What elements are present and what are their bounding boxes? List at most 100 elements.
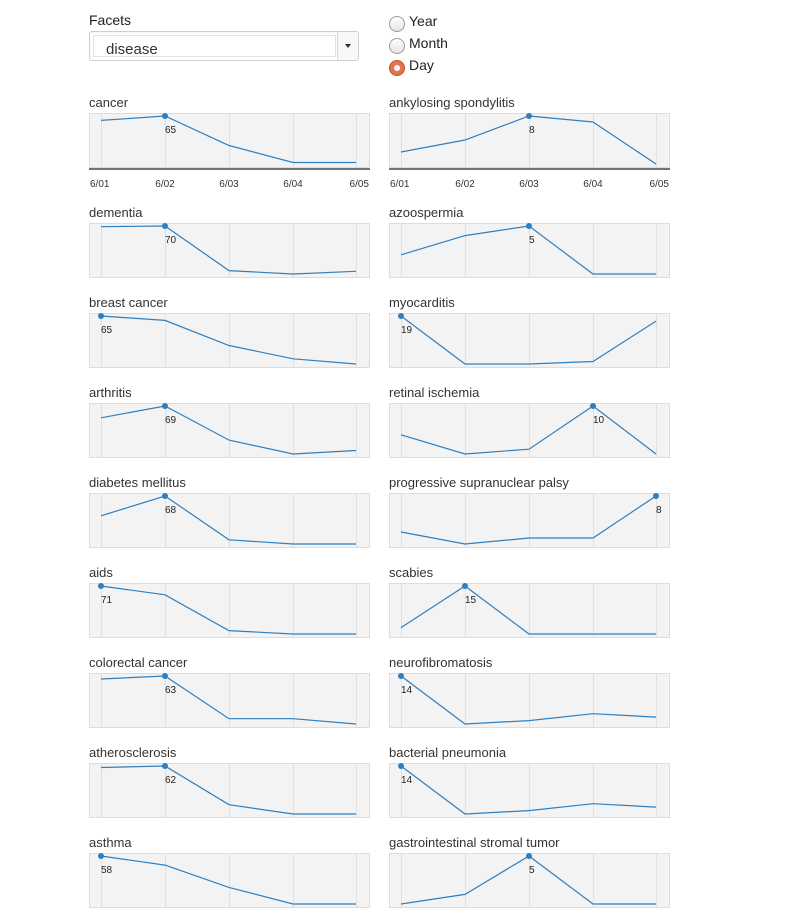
sparkline-chart: 71 — [89, 583, 370, 638]
peak-point — [162, 493, 168, 499]
sparkline-chart: 5 — [389, 223, 670, 278]
sparkline-chart: 65 6/01 6/02 6/03 6/04 6/05 — [89, 113, 370, 190]
radio-label: Month — [409, 35, 448, 51]
sparkline-panel: gastrointestinal stromal tumor 5 — [389, 835, 671, 911]
sparkline-panel: cancer 65 6/01 6/02 6/03 6/04 6/05 — [89, 95, 371, 195]
sparkline-panel: retinal ischemia 10 — [389, 385, 671, 461]
peak-point — [162, 223, 168, 229]
sparkline-chart: 65 — [89, 313, 370, 368]
sparkline-panel: dementia 70 — [89, 205, 371, 281]
series-line — [400, 405, 657, 455]
panel-title: cancer — [89, 95, 129, 110]
series-line — [400, 675, 657, 725]
peak-value-label: 69 — [165, 415, 177, 426]
x-tick-label: 6/03 — [519, 179, 539, 190]
x-tick-label: 6/05 — [350, 179, 370, 190]
series-line — [400, 765, 657, 815]
sparkline-chart: 8 6/01 6/02 6/03 6/04 6/05 — [389, 113, 670, 190]
panel-title: diabetes mellitus — [89, 475, 186, 490]
panel-title: myocarditis — [389, 295, 455, 310]
sparkline-chart: 19 — [389, 313, 670, 368]
panel-title: arthritis — [89, 385, 132, 400]
sparkline-chart: 63 — [89, 673, 370, 728]
peak-value-label: 5 — [529, 865, 535, 876]
peak-point — [398, 673, 404, 679]
panel-title: dementia — [89, 205, 143, 220]
panel-title: atherosclerosis — [89, 745, 177, 760]
x-tick-label: 6/02 — [455, 179, 475, 190]
series-line — [100, 765, 356, 815]
facet-select-toggle[interactable] — [337, 32, 358, 60]
panel-title: asthma — [89, 835, 132, 850]
series-line — [100, 315, 357, 365]
x-tick-label: 6/01 — [90, 179, 110, 190]
sparkline-panel: asthma 58 — [89, 835, 371, 911]
sparkline-chart: 62 — [89, 763, 370, 818]
sparkline-panel: neurofibromatosis 14 — [389, 655, 671, 731]
x-tick-label: 6/02 — [155, 179, 175, 190]
panel-title: progressive supranuclear palsy — [389, 475, 569, 490]
series-line — [400, 495, 657, 545]
series-line — [100, 225, 357, 275]
series-line — [100, 855, 356, 905]
sparkline-panel: atherosclerosis 62 — [89, 745, 371, 821]
sparkline-chart: 5 — [389, 853, 670, 908]
peak-point — [526, 223, 532, 229]
peak-value-label: 71 — [101, 595, 113, 606]
radio-button[interactable] — [389, 16, 405, 32]
peak-value-label: 65 — [165, 125, 177, 136]
sparkline-chart: 68 — [89, 493, 370, 548]
peak-value-label: 15 — [465, 595, 477, 606]
x-tick-label: 6/01 — [390, 179, 410, 190]
sparkline-panel: ankylosing spondylitis 8 6/01 6/02 6/03 6/04 6… — [389, 95, 671, 195]
sparkline-chart: 69 — [89, 403, 370, 458]
radio-label: Year — [409, 13, 438, 29]
series-line — [100, 495, 356, 545]
panel-title: scabies — [389, 565, 434, 580]
radio-label: Day — [409, 57, 434, 73]
sparkline-chart: 15 — [389, 583, 670, 638]
peak-value-label: 70 — [165, 235, 177, 246]
sparkline-panel: arthritis 69 — [89, 385, 371, 461]
sparkline-panel: myocarditis 19 — [389, 295, 671, 371]
peak-value-label: 8 — [529, 125, 535, 136]
panel-title: aids — [89, 565, 113, 580]
peak-point — [398, 313, 404, 319]
panel-title: azoospermia — [389, 205, 464, 220]
facet-select[interactable]: disease — [89, 31, 359, 61]
sparkline-panel: diabetes mellitus 68 — [89, 475, 371, 551]
sparkline-panel: aids 71 — [89, 565, 371, 641]
peak-point — [462, 583, 468, 589]
sparkline-panel: azoospermia 5 — [389, 205, 671, 281]
peak-value-label: 63 — [165, 685, 177, 696]
sparkline-panel: colorectal cancer 63 — [89, 655, 371, 731]
peak-value-label: 10 — [593, 415, 605, 426]
sparkline-panel: breast cancer 65 — [89, 295, 371, 371]
panel-title: neurofibromatosis — [389, 655, 493, 670]
panel-title: gastrointestinal stromal tumor — [389, 835, 560, 850]
peak-point — [526, 113, 532, 119]
sparkline-chart: 10 — [389, 403, 670, 458]
radio-button[interactable] — [389, 38, 405, 54]
panel-title: colorectal cancer — [89, 655, 188, 670]
radio-button[interactable] — [389, 60, 405, 76]
x-tick-label: 6/03 — [219, 179, 239, 190]
peak-point — [162, 673, 168, 679]
series-line — [400, 585, 656, 635]
peak-point — [98, 313, 104, 319]
peak-value-label: 68 — [165, 505, 177, 516]
facet-select-field: disease — [93, 35, 336, 58]
peak-value-label: 14 — [401, 775, 413, 786]
sparkline-chart: 70 — [89, 223, 370, 278]
panel-title: bacterial pneumonia — [389, 745, 507, 760]
series-line — [400, 315, 657, 365]
panel-title: ankylosing spondylitis — [389, 95, 515, 110]
facets-label: Facets — [89, 12, 132, 28]
peak-value-label: 19 — [401, 325, 413, 336]
peak-value-label: 5 — [529, 235, 535, 246]
peak-value-label: 14 — [401, 685, 413, 696]
peak-point — [398, 763, 404, 769]
sparkline-panel: bacterial pneumonia 14 — [389, 745, 671, 821]
series-line — [100, 405, 357, 455]
facet-select-value: disease — [106, 41, 158, 58]
